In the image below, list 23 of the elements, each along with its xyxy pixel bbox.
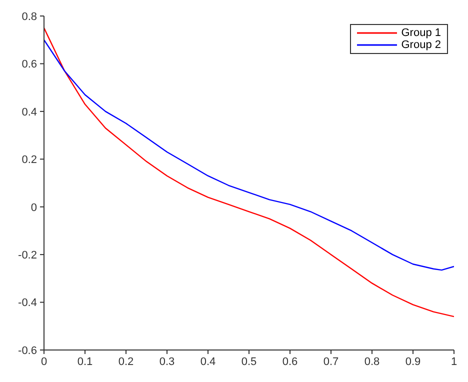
y-tick-label: -0.6 — [18, 344, 37, 357]
line-series — [44, 39, 454, 271]
x-tick-label: 0.4 — [200, 356, 216, 368]
x-tick-label: 0.7 — [323, 356, 339, 368]
x-tick-label: 0.2 — [118, 356, 134, 368]
y-tick-label: 0.4 — [22, 106, 37, 118]
y-tick-label: 0.6 — [22, 58, 37, 71]
legend-label: Group 1 — [401, 27, 441, 39]
x-tick-label: 0.1 — [77, 356, 93, 368]
x-tick-label: 0.5 — [241, 356, 257, 368]
y-tick-label: 0.8 — [22, 10, 37, 23]
legend-label: Group 2 — [401, 39, 441, 51]
x-tick-label: 1 — [450, 356, 458, 368]
y-tick-label: -0.4 — [18, 297, 37, 310]
x-tick-label: 0.9 — [405, 356, 421, 368]
x-tick-label: 0 — [40, 356, 48, 368]
y-tick-label: 0.2 — [22, 154, 37, 166]
x-tick-label: 0.3 — [159, 356, 175, 368]
x-tick-label: 0.6 — [282, 356, 298, 368]
y-tick-label: -0.2 — [18, 249, 37, 262]
x-tick-label: 0.8 — [364, 356, 380, 368]
line-series — [44, 27, 454, 318]
y-tick-label: 0 — [30, 202, 37, 214]
